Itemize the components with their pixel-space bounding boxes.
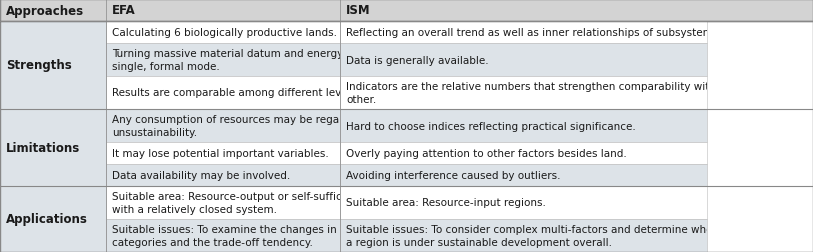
Text: Overly paying attention to other factors besides land.: Overly paying attention to other factors…: [346, 148, 627, 158]
Bar: [340, 164, 707, 186]
Bar: [0, 22, 106, 110]
Bar: [340, 142, 707, 164]
Bar: [340, 219, 707, 252]
Text: ISM: ISM: [346, 5, 371, 17]
Bar: [106, 219, 340, 252]
Bar: [340, 186, 707, 219]
Text: Turning massive material datum and energy flows into a
single, formal mode.: Turning massive material datum and energ…: [112, 49, 406, 71]
Bar: [0, 186, 106, 252]
Bar: [340, 110, 707, 142]
Bar: [106, 77, 340, 110]
Text: Avoiding interference caused by outliers.: Avoiding interference caused by outliers…: [346, 170, 560, 180]
Bar: [106, 44, 340, 77]
Text: Approaches: Approaches: [6, 5, 84, 17]
Bar: [340, 22, 707, 44]
Bar: [0, 0, 813, 22]
Text: Hard to choose indices reflecting practical significance.: Hard to choose indices reflecting practi…: [346, 121, 636, 131]
Bar: [0, 110, 106, 186]
Text: Limitations: Limitations: [6, 141, 80, 154]
Text: Data availability may be involved.: Data availability may be involved.: [112, 170, 290, 180]
Text: Suitable issues: To examine the changes in different land
categories and the tra: Suitable issues: To examine the changes …: [112, 225, 411, 247]
Text: Indicators are the relative numbers that strengthen comparability with each
othe: Indicators are the relative numbers that…: [346, 82, 745, 104]
Bar: [106, 110, 340, 142]
Bar: [340, 44, 707, 77]
Bar: [340, 77, 707, 110]
Text: Suitable issues: To consider complex multi-factors and determine whether
a regio: Suitable issues: To consider complex mul…: [346, 225, 734, 247]
Text: Results are comparable among different levels.: Results are comparable among different l…: [112, 88, 359, 98]
Bar: [106, 142, 340, 164]
Text: It may lose potential important variables.: It may lose potential important variable…: [112, 148, 328, 158]
Bar: [106, 22, 340, 44]
Text: Calculating 6 biologically productive lands.: Calculating 6 biologically productive la…: [112, 28, 337, 38]
Text: Suitable area: Resource-input regions.: Suitable area: Resource-input regions.: [346, 198, 546, 208]
Text: Any consumption of resources may be regarded as
unsustainability.: Any consumption of resources may be rega…: [112, 115, 378, 137]
Bar: [106, 186, 340, 219]
Text: Suitable area: Resource-output or self-sufficient regions
with a relatively clos: Suitable area: Resource-output or self-s…: [112, 192, 404, 214]
Text: EFA: EFA: [112, 5, 136, 17]
Bar: [106, 164, 340, 186]
Text: Data is generally available.: Data is generally available.: [346, 55, 489, 65]
Text: Applications: Applications: [6, 213, 88, 226]
Text: Reflecting an overall trend as well as inner relationships of subsystem.: Reflecting an overall trend as well as i…: [346, 28, 716, 38]
Text: Strengths: Strengths: [6, 59, 72, 72]
